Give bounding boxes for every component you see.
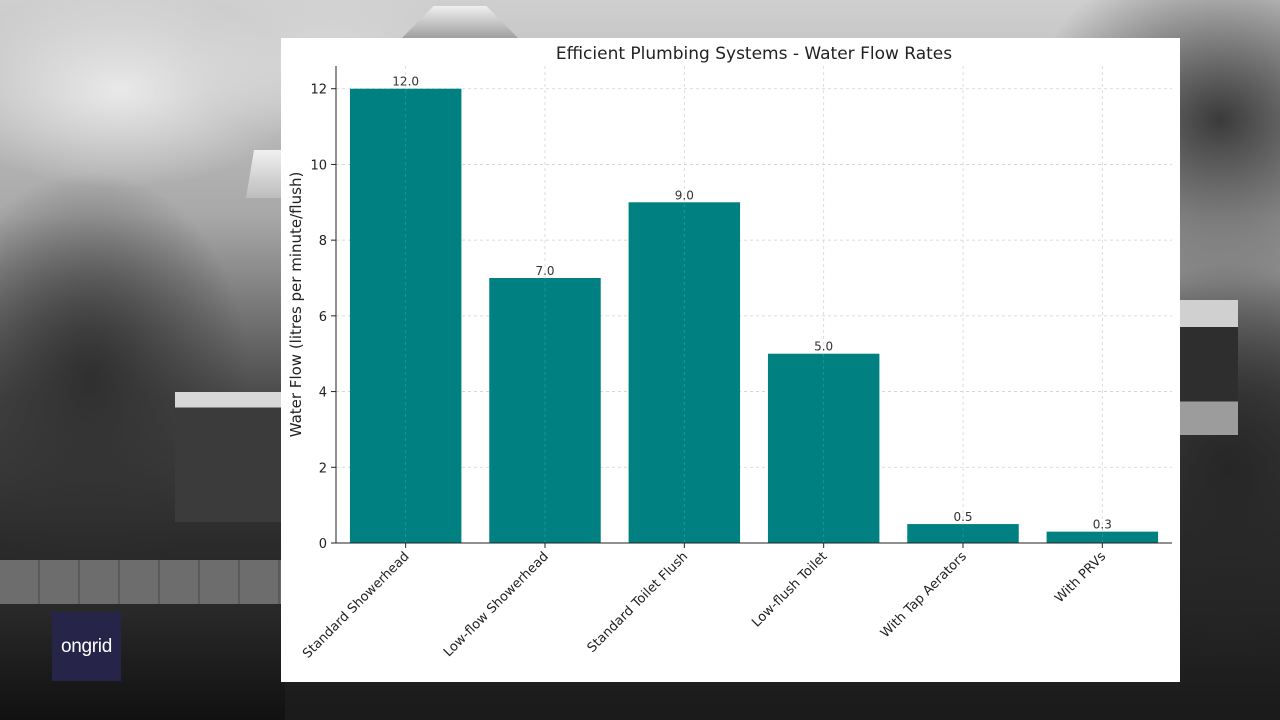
category-label: Standard Showerhead	[300, 549, 412, 661]
bar	[1046, 531, 1159, 543]
category-label: With PRVs	[1052, 549, 1109, 606]
y-tick-label: 6	[319, 310, 327, 325]
category-label: With Tap Aerators	[878, 549, 970, 641]
ongrid-logo: ongrid	[52, 612, 121, 681]
chart-panel: 0 2 4 6 8 10 12 12.0 Standard Showerhead 7.0 Low-f…	[281, 38, 1180, 682]
y-tick-label: 4	[319, 386, 327, 401]
category-label: Low-flush Toilet	[749, 549, 830, 630]
background-roof-left	[246, 150, 286, 198]
category-label: Low-flow Showerhead	[441, 549, 552, 660]
y-tick-label: 12	[310, 83, 327, 98]
bar-chart: 0 2 4 6 8 10 12 12.0 Standard Showerhead 7.0 Low-f…	[287, 44, 1172, 662]
bar	[907, 524, 1019, 543]
data-label: 0.5	[953, 510, 972, 524]
y-tick-label: 8	[319, 234, 327, 249]
data-label: 0.3	[1093, 518, 1112, 532]
background-house-left	[175, 392, 285, 522]
y-axis-title: Water Flow (litres per minute/flush)	[287, 172, 305, 438]
data-label: 5.0	[814, 340, 833, 354]
background-pool-edge	[0, 560, 285, 604]
category-label: Standard Toilet Flush	[585, 549, 692, 656]
y-tick-label: 10	[310, 158, 327, 173]
bar	[628, 202, 741, 544]
logo-text: ongrid	[60, 635, 113, 657]
data-label: 7.0	[535, 264, 554, 278]
bar	[489, 278, 601, 543]
y-tick-label: 0	[319, 537, 327, 552]
chart-title: Efficient Plumbing Systems - Water Flow …	[556, 44, 952, 64]
background-water	[0, 604, 285, 720]
data-label: 9.0	[675, 188, 694, 202]
bar	[349, 88, 462, 543]
data-label: 12.0	[392, 75, 419, 89]
bar	[767, 353, 880, 543]
y-tick-label: 2	[319, 461, 327, 476]
bar-layer	[349, 66, 1159, 544]
background-house-right	[1178, 300, 1238, 435]
axis-layer	[335, 66, 1172, 544]
